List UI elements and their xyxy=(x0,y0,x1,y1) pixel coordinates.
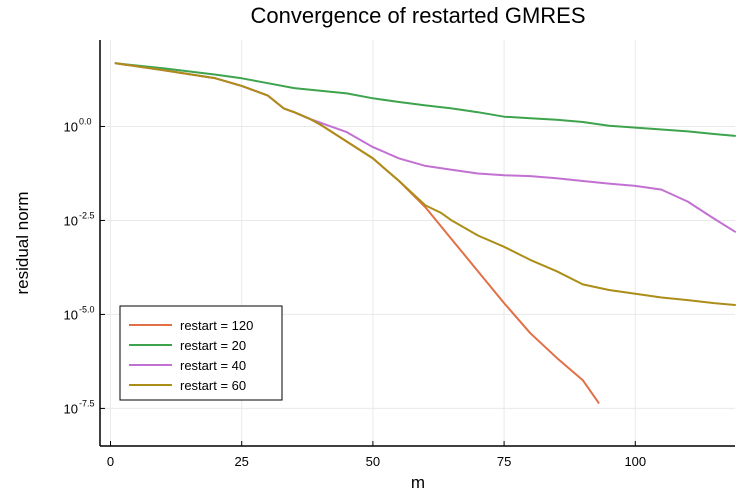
y-tick-exponent: -5.0 xyxy=(79,304,95,314)
x-tick-label: 75 xyxy=(497,454,511,469)
series-lines xyxy=(114,62,736,404)
y-tick-exponent: 0.0 xyxy=(79,116,92,126)
series-line-3 xyxy=(114,62,736,306)
x-axis-label: m xyxy=(411,473,425,492)
legend-label: restart = 120 xyxy=(180,318,253,333)
x-tick-label: 0 xyxy=(107,454,114,469)
y-tick-exponent: -2.5 xyxy=(79,210,95,220)
y-tick-base: 10 xyxy=(64,213,78,228)
y-tick-base: 10 xyxy=(64,307,78,322)
grid xyxy=(100,40,735,446)
y-tick-label: 10 -5.0 xyxy=(64,304,95,322)
x-ticks: 0 25 50 75 100 xyxy=(107,441,646,469)
y-ticks: 10 0.010 -2.510 -5.010 -7.5 xyxy=(64,116,105,416)
x-tick-label: 100 xyxy=(624,454,646,469)
y-tick-label: 10 -2.5 xyxy=(64,210,95,228)
y-tick-exponent: -7.5 xyxy=(79,398,95,408)
axes xyxy=(99,40,735,447)
series-line-1 xyxy=(114,62,736,137)
legend-item: restart = 20 xyxy=(129,338,246,353)
x-tick-label: 25 xyxy=(234,454,248,469)
y-tick-label: 10 0.0 xyxy=(64,116,92,134)
legend-label: restart = 60 xyxy=(180,378,246,393)
legend-label: restart = 40 xyxy=(180,358,246,373)
y-tick-base: 10 xyxy=(64,119,78,134)
y-tick-base: 10 xyxy=(64,401,78,416)
legend-item: restart = 60 xyxy=(129,378,246,393)
legend-label: restart = 20 xyxy=(180,338,246,353)
legend-item: restart = 40 xyxy=(129,358,246,373)
legend: restart = 120 restart = 20 restart = 40 res… xyxy=(119,305,283,401)
y-axis-label: residual norm xyxy=(13,192,32,295)
y-tick-label: 10 -7.5 xyxy=(64,398,95,416)
chart-title: Convergence of restarted GMRES xyxy=(250,3,585,28)
legend-item: restart = 120 xyxy=(129,318,253,333)
x-tick-label: 50 xyxy=(366,454,380,469)
